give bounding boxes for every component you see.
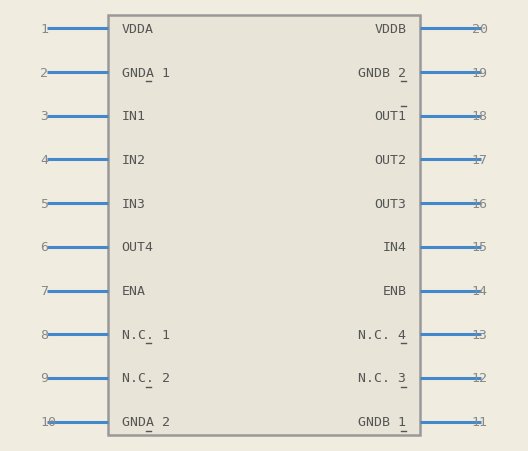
Text: 14: 14 [472, 285, 488, 297]
Text: N.C. 1: N.C. 1 [121, 328, 169, 341]
Text: OUT1: OUT1 [374, 110, 407, 123]
Text: 5: 5 [40, 197, 48, 210]
Text: ENB: ENB [382, 285, 407, 297]
Text: 11: 11 [472, 415, 488, 428]
Text: GNDA 2: GNDA 2 [121, 415, 169, 428]
Text: 7: 7 [40, 285, 48, 297]
Text: 13: 13 [472, 328, 488, 341]
Text: 19: 19 [472, 66, 488, 79]
Text: N.C. 3: N.C. 3 [359, 372, 407, 385]
Text: 20: 20 [472, 23, 488, 36]
Text: 6: 6 [40, 241, 48, 254]
Text: IN2: IN2 [121, 154, 146, 166]
Text: 9: 9 [40, 372, 48, 385]
Text: 12: 12 [472, 372, 488, 385]
Text: GNDB 1: GNDB 1 [359, 415, 407, 428]
Text: GNDB 2: GNDB 2 [359, 66, 407, 79]
Text: 18: 18 [472, 110, 488, 123]
Text: IN4: IN4 [382, 241, 407, 254]
Text: VDDA: VDDA [121, 23, 154, 36]
Text: IN1: IN1 [121, 110, 146, 123]
Text: 16: 16 [472, 197, 488, 210]
Text: GNDA 1: GNDA 1 [121, 66, 169, 79]
Text: VDDB: VDDB [374, 23, 407, 36]
Text: 10: 10 [40, 415, 56, 428]
Text: 17: 17 [472, 154, 488, 166]
Text: IN3: IN3 [121, 197, 146, 210]
Text: 8: 8 [40, 328, 48, 341]
Text: ENA: ENA [121, 285, 146, 297]
Text: 4: 4 [40, 154, 48, 166]
Text: 3: 3 [40, 110, 48, 123]
Text: 15: 15 [472, 241, 488, 254]
Text: 1: 1 [40, 23, 48, 36]
Text: N.C. 2: N.C. 2 [121, 372, 169, 385]
Text: N.C. 4: N.C. 4 [359, 328, 407, 341]
Text: OUT2: OUT2 [374, 154, 407, 166]
Text: OUT3: OUT3 [374, 197, 407, 210]
Bar [108, 16, 420, 435]
Text: 2: 2 [40, 66, 48, 79]
Text: OUT4: OUT4 [121, 241, 154, 254]
